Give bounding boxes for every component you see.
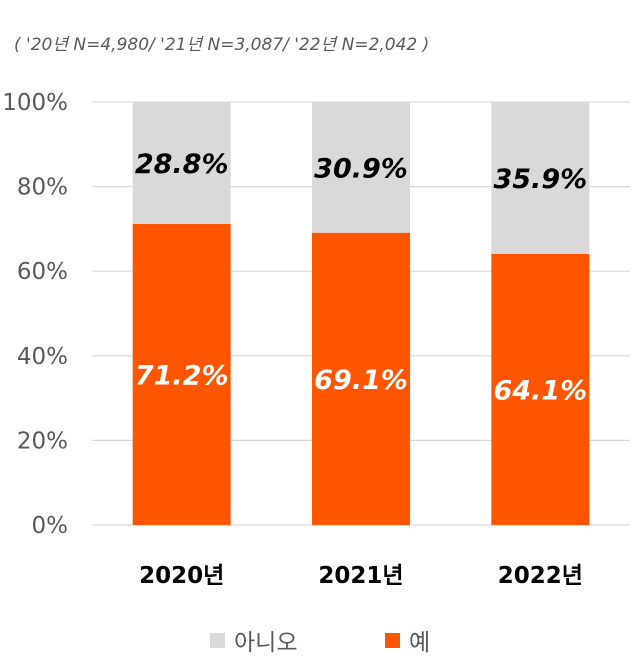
y-tick-label: 20% xyxy=(17,428,68,454)
data-label-yes: 64.1% xyxy=(493,375,587,406)
x-category-label: 2022년 xyxy=(498,563,583,589)
y-tick-label: 100% xyxy=(2,90,68,116)
bar-no xyxy=(132,102,231,224)
data-label-no: 35.9% xyxy=(493,164,587,195)
bar-no xyxy=(491,102,590,254)
data-label-no: 30.9% xyxy=(314,153,408,184)
legend-label-no: 아니오 xyxy=(234,630,298,656)
chart-subtitle: ( '20년 N=4,980/ '21년 N=3,087/ '22년 N=2,0… xyxy=(14,35,430,55)
bar-no xyxy=(312,102,410,233)
data-label-yes: 71.2% xyxy=(135,360,229,391)
y-tick-label: 80% xyxy=(17,175,68,201)
legend-item-yes: 예 xyxy=(385,623,430,657)
x-category-label: 2020년 xyxy=(139,563,224,589)
data-label-yes: 69.1% xyxy=(314,365,408,396)
bar-yes xyxy=(312,232,410,525)
bar-yes xyxy=(491,253,590,525)
y-tick-label: 60% xyxy=(17,259,68,285)
bar-yes xyxy=(132,223,231,525)
legend-swatch-yes xyxy=(385,632,400,648)
legend-label-yes: 예 xyxy=(409,630,431,656)
x-category-label: 2021년 xyxy=(318,563,403,589)
legend-item-no: 아니오 xyxy=(210,623,297,657)
data-label-no: 28.8% xyxy=(135,149,229,180)
y-tick-label: 0% xyxy=(32,513,69,539)
legend-swatch-no xyxy=(210,632,225,648)
y-tick-label: 40% xyxy=(17,344,68,370)
